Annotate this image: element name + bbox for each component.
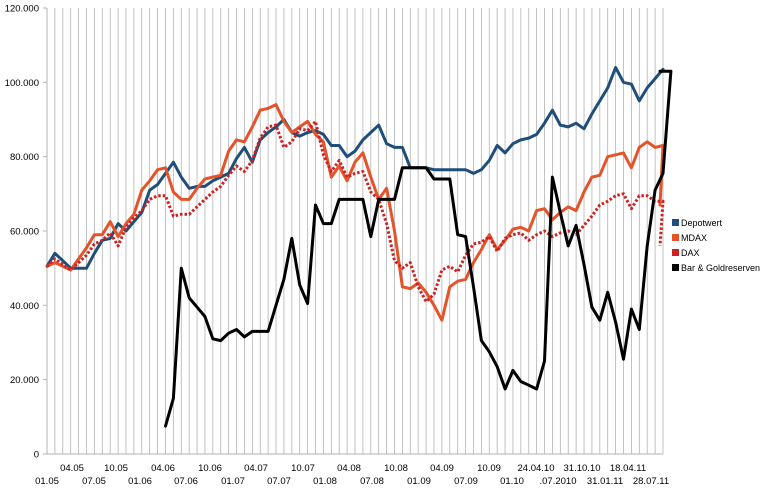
x-tick-label: 31.10.10: [564, 463, 601, 474]
y-axis: 0 20.000 40.000 60.000 80.000 100.000 120.000: [5, 4, 48, 461]
x-tick-label: 04.09: [430, 463, 454, 474]
plot-area-series: [45, 66, 673, 428]
x-tick-label: 01.10: [500, 476, 524, 487]
legend-label-dax: DAX: [681, 247, 700, 258]
y-tick-label: 100.000: [5, 78, 39, 89]
y-tick-label: 80.000: [10, 152, 39, 163]
x-tick-label: .07.2010: [540, 476, 577, 487]
x-tick-label: 10.08: [384, 463, 408, 474]
vertical-grid-lines: [46, 8, 664, 454]
series-line-bar-goldreserven: [164, 69, 673, 428]
x-tick-label: 04.08: [337, 463, 361, 474]
y-tick-label: 40.000: [10, 301, 39, 312]
x-tick-label: 28.07.11: [633, 476, 669, 487]
x-tick-label: 10.06: [198, 463, 222, 474]
x-tick-label: 24.04.10: [518, 463, 555, 474]
x-tick-label: 04.06: [151, 463, 175, 474]
legend-swatch-mdax: [672, 234, 679, 241]
x-tick-label: 01.07: [221, 476, 245, 487]
y-tick-label: 60.000: [10, 227, 39, 238]
y-tick-label: 120.000: [5, 4, 39, 15]
x-tick-label: 01.05: [35, 476, 59, 487]
x-tick-label: 04.05: [60, 463, 84, 474]
y-tick-label: 0: [34, 450, 39, 461]
legend: Depotwert MDAX DAX Bar & Goldreserven: [672, 215, 770, 275]
x-tick-label: 07.06: [174, 476, 198, 487]
x-tick-label: 07.07: [267, 476, 291, 487]
legend-item-bar-goldreserven: Bar & Goldreserven: [672, 260, 770, 275]
x-tick-label: 01.09: [407, 476, 431, 487]
y-tick-label: 20.000: [10, 375, 39, 386]
x-tick-label: 07.05: [82, 476, 106, 487]
x-axis: 04.05 10.05 04.06 10.06 04.07 10.07 04.08 10.08…: [35, 453, 669, 487]
x-tick-label: 10.07: [291, 463, 315, 474]
x-tick-label: 10.09: [477, 463, 501, 474]
x-tick-label: 01.08: [313, 476, 337, 487]
series-line-mdax: [45, 103, 665, 322]
legend-swatch-dax: [672, 249, 679, 256]
legend-label-mdax: MDAX: [681, 232, 708, 243]
legend-label-bar-goldreserven: Bar & Goldreserven: [681, 262, 761, 273]
legend-item-dax: DAX: [672, 245, 770, 260]
x-tick-label: 18.04.11: [610, 463, 646, 474]
series-line-depotwert: [45, 66, 665, 270]
x-tick-label: 01.06: [128, 476, 152, 487]
series-line-dax: [45, 119, 665, 304]
x-tick-label: 31.01.11: [587, 476, 623, 487]
legend-label-depotwert: Depotwert: [681, 217, 723, 228]
legend-item-depotwert: Depotwert: [672, 215, 770, 230]
legend-swatch-depotwert: [672, 219, 679, 226]
x-tick-label: 04.07: [244, 463, 268, 474]
x-tick-label: 10.05: [104, 463, 128, 474]
legend-swatch-bar-goldreserven: [672, 264, 679, 271]
legend-item-mdax: MDAX: [672, 230, 770, 245]
x-tick-label: 07.09: [454, 476, 478, 487]
x-tick-label: 07.08: [360, 476, 384, 487]
